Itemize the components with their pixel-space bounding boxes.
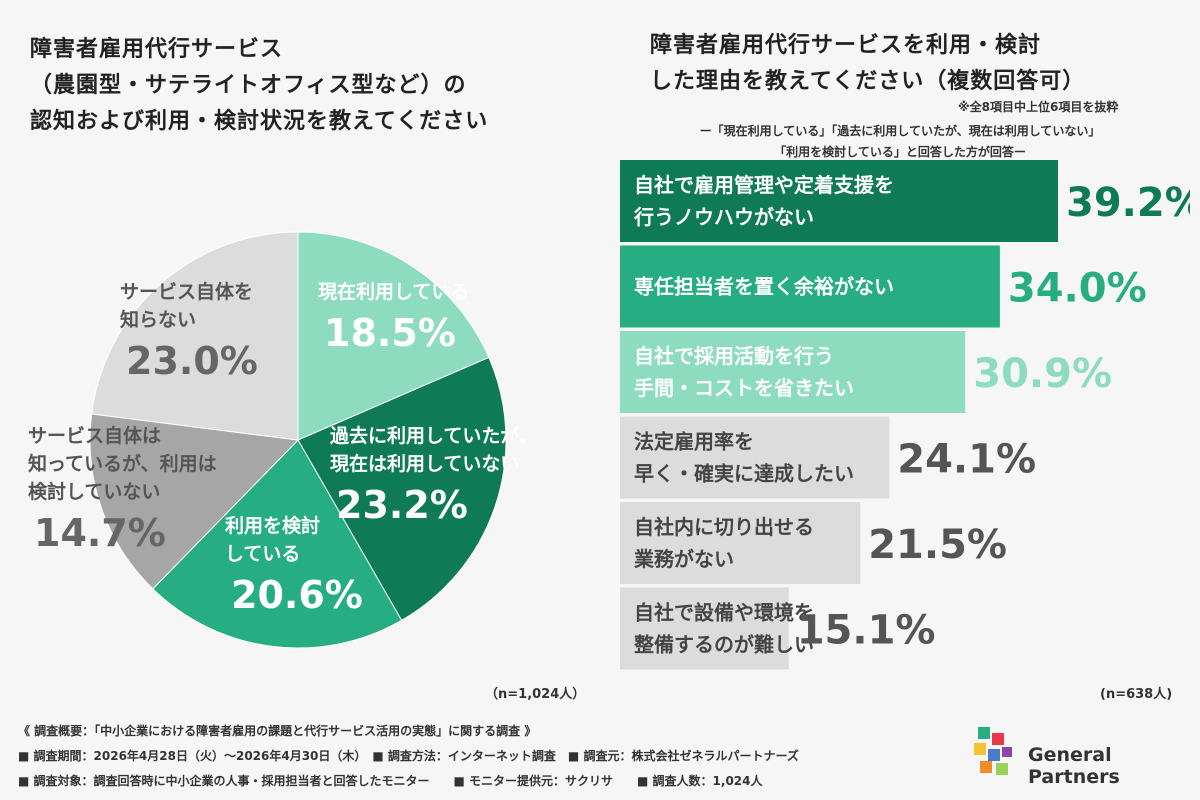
bar-category-label: 手間・コストを省きたい xyxy=(634,376,854,400)
bar xyxy=(620,245,1000,328)
company-logo-text: General Partners xyxy=(1028,744,1120,788)
pie-title-line: 認知および利用・検討状況を教えてください xyxy=(30,109,489,134)
pie-slice-value: 20.6% xyxy=(231,573,363,617)
bar xyxy=(620,502,861,584)
company-logo xyxy=(974,727,1012,775)
bar-title-line: 障害者雇用代行サービスを利用・検討 xyxy=(650,33,1042,58)
pie-slice-label: 検討していない xyxy=(28,480,160,503)
pie-slice-label: サービス自体を xyxy=(120,280,253,303)
bar-value-label: 39.2% xyxy=(1066,180,1190,226)
bar xyxy=(620,331,966,413)
pie-slice-value: 23.0% xyxy=(126,339,258,383)
survey-target: ■ 調査対象：調査回答時に中小企業の人事・採用担当者と回答したモニター ■ モニ… xyxy=(18,774,763,788)
bar-value-label: 15.1% xyxy=(797,608,936,654)
bar-category-label: 自社で採用活動を行う xyxy=(634,344,834,368)
bar xyxy=(620,160,1058,242)
pie-slice-label: 現在利用している xyxy=(318,280,469,303)
bar-value-label: 24.1% xyxy=(897,437,1036,483)
bar-value-label: 34.0% xyxy=(1008,266,1147,312)
bar-chart-title: 障害者雇用代行サービスを利用・検討 した理由を教えてください（複数回答可） xyxy=(650,28,1170,100)
pie-chart-title: 障害者雇用代行サービス （農園型・サテライトオフィス型など）の 認知および利用・… xyxy=(30,32,590,140)
pie-slice xyxy=(91,231,299,441)
pie-chart: 現在利用している 18.5% 過去に利用していたが、現在は利用していない 23.2% 利… xyxy=(28,231,538,649)
pie-slice xyxy=(152,439,403,649)
bar xyxy=(620,416,890,499)
bar-category-label: 早く・確実に達成したい xyxy=(634,462,854,486)
bar xyxy=(620,587,789,670)
pie-title-line: （農園型・サテライトオフィス型など）の xyxy=(30,73,467,98)
pie-slice xyxy=(297,231,490,441)
pie-slice-label: サービス自体は xyxy=(28,424,161,447)
pie-slice-label: 利用を検討 xyxy=(225,514,320,537)
pie-slice xyxy=(89,413,300,590)
bar-category-label: 自社で設備や環境を xyxy=(634,601,814,625)
pie-title-line: 障害者雇用代行サービス xyxy=(30,37,284,62)
bar-value-label: 21.5% xyxy=(868,522,1007,568)
bar-category-label: 法定雇用率を xyxy=(634,430,754,454)
bar-category-label: 専任担当者を置く余裕がない xyxy=(634,275,894,299)
pie-slice-value: 14.7% xyxy=(34,511,166,555)
survey-details: ■ 調査期間：2026年4月28日（火）～2026年4月30日（木） ■ 調査方… xyxy=(18,749,799,763)
bar-category-label: 行うノウハウがない xyxy=(633,205,814,229)
bar-category-label: 自社で雇用管理や定着支援を xyxy=(634,173,894,197)
pie-slice-label: 過去に利用していたが、 xyxy=(330,424,538,447)
bar-chart-subnote: 「利用を検討している」と回答した方が回答ー xyxy=(774,145,1026,159)
pie-slice-label: 知らない xyxy=(120,308,196,331)
logo-cube-icon xyxy=(974,727,1012,775)
bar-category-label: 業務がない xyxy=(634,547,734,571)
bar-value-label: 30.9% xyxy=(973,351,1112,397)
bar-sample-size: (n=638人) xyxy=(1100,687,1173,702)
pie-slice-value: 18.5% xyxy=(324,311,456,355)
pie-slice-label: 現在は利用していない xyxy=(330,452,519,475)
bar-chart-subnote: ー「現在利用している」「過去に利用していたが、現在は利用していない」 xyxy=(699,124,1101,138)
survey-overview: 《 調査概要：「中小企業における障害者雇用の課題と代行サービス活用の実態」に関す… xyxy=(18,724,537,738)
pie-sample-size: （n=1,024人） xyxy=(485,687,586,702)
bar-title-line: した理由を教えてください（複数回答可） xyxy=(650,69,1086,94)
bar-category-label: 自社内に切り出せる xyxy=(634,515,814,539)
pie-slice-value: 23.2% xyxy=(336,483,468,527)
pie-slice xyxy=(297,356,507,622)
pie-slice-label: 知っているが、利用は xyxy=(28,452,217,475)
pie-slice-label: している xyxy=(225,543,300,565)
bar-category-label: 整備するのが難しい xyxy=(633,633,814,657)
bar-chart-note: ※全8項目中上位6項目を抜粋 xyxy=(958,100,1119,114)
